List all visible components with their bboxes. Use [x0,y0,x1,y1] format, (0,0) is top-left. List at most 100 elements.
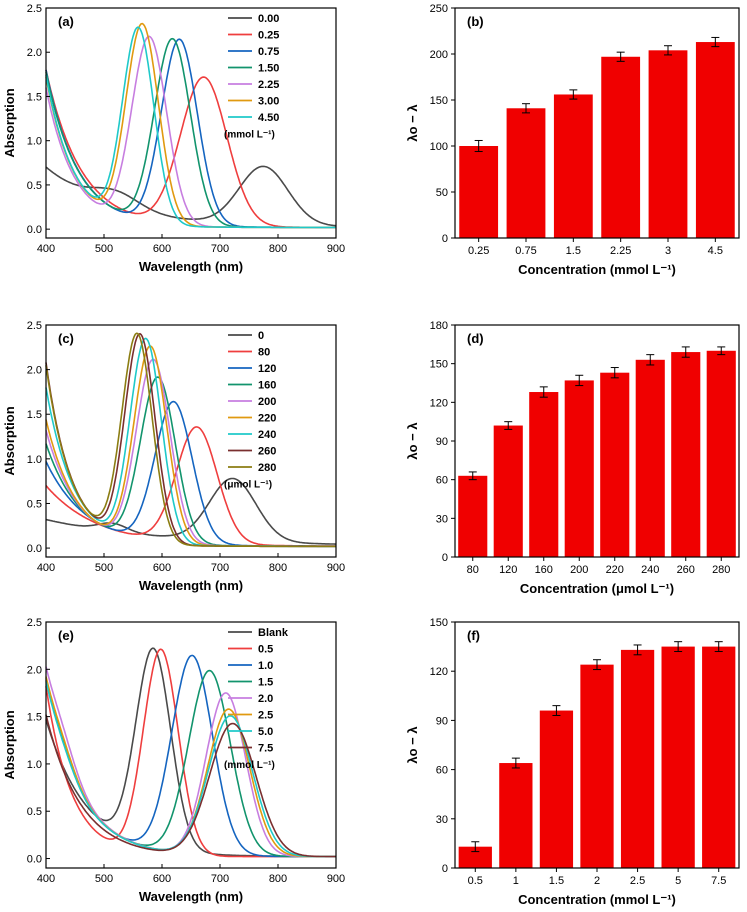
x-tick-label: 700 [211,243,229,255]
bar-160 [529,392,559,557]
x-tick-label: 500 [95,562,113,574]
y-tick-label: 0 [442,863,448,875]
y-tick-label: 0.0 [27,854,42,866]
legend-label: 7.5 [258,743,273,755]
bar-0.5 [458,846,492,868]
plot-frame [454,621,740,869]
x-tick-label: 5 [675,875,681,887]
bar-2.25 [601,56,641,239]
x-tick-label: 1.5 [566,245,581,257]
y-tick-label: 1.0 [27,454,42,466]
legend-unit: (μmol L⁻¹) [224,480,272,491]
legend-label: 1.5 [258,677,273,689]
panel-label: (a) [58,14,74,29]
y-tick-label: 50 [436,187,448,199]
legend-label: 5.0 [258,726,273,738]
legend-label: 0.25 [258,30,279,42]
panel-label: (e) [58,628,74,643]
bar-2.5 [620,649,655,868]
bar-panel-3: 80 120 160 200 220 240 260 280 0 30 60 90 120 150 180 C… [405,320,740,596]
y-tick-label: 2.5 [27,617,42,629]
panel-label: (b) [467,14,484,29]
plot-frame [45,7,337,239]
x-axis-title: Concentration (mmol L⁻¹) [518,262,676,277]
legend-unit: (mmol L⁻¹) [224,760,275,771]
legend-label: 200 [258,396,276,408]
x-tick-label: 80 [467,564,479,576]
spectrum-panel-0: 400 500 600 700 800 900 0.0 0.5 1.0 1.5 2.0 2.5 Wave… [2,3,345,274]
bar-panel-1: 0.25 0.75 1.5 2.25 3 4.5 0 50 100 150 200 250 Concen… [405,3,740,277]
spectrum-panel-2: 400 500 600 700 800 9000.00.51.01.52.02.5Wave… [2,320,345,593]
bar-0.25 [459,146,499,238]
x-tick-label: 900 [327,873,345,885]
x-tick-label: 1.5 [549,875,564,887]
bar-1.5 [539,710,574,868]
y-tick-label: 2.5 [27,3,42,15]
y-tick-label: 1.5 [27,409,42,421]
y-tick-label: 0.5 [27,806,42,818]
bar-4.5 [695,42,735,238]
x-tick-label: 700 [211,873,229,885]
y-axis-title: Absorption [2,710,17,779]
panel-label: (c) [58,331,74,346]
plot-frame [45,324,337,558]
x-tick-label: 0.5 [468,875,483,887]
y-tick-label: 0 [442,552,448,564]
legend-label: 260 [258,446,276,458]
series-line-260 [45,332,336,548]
legend-label: 2.0 [258,693,273,705]
x-tick-label: 2.5 [630,875,645,887]
bar-200 [564,380,594,557]
legend-label: 3.00 [258,96,279,108]
y-tick-label: 0.0 [27,224,42,236]
y-tick-label: 2.0 [27,664,42,676]
y-axis-title: λo − λ [405,104,420,142]
y-tick-label: 2.5 [27,320,42,332]
bar-80 [458,475,488,557]
legend-label: 2.25 [258,79,279,91]
y-tick-label: 0.5 [27,180,42,192]
y-tick-label: 1.5 [27,91,42,103]
series-line-5.0 [45,681,336,858]
bar-5 [661,646,695,868]
y-tick-label: 150 [430,95,448,107]
x-tick-label: 800 [269,873,287,885]
y-tick-label: 120 [430,666,448,678]
y-axis-title: Absorption [2,88,17,157]
x-tick-label: 800 [269,562,287,574]
y-tick-label: 150 [430,359,448,371]
bar-3 [648,50,688,238]
panel-label: (d) [467,331,484,346]
x-tick-label: 120 [499,564,517,576]
series-line-0.25 [45,69,336,229]
bar-1 [499,763,533,868]
bar-240 [635,359,665,557]
x-tick-label: 700 [211,562,229,574]
y-tick-label: 0 [442,233,448,245]
series-line-2.0 [45,666,336,858]
y-axis-title: Absorption [2,406,17,475]
bar-280 [706,350,736,557]
legend-label: 1.50 [258,63,279,75]
legend-label: 2.5 [258,710,273,722]
y-tick-label: 60 [436,765,448,777]
series-line-0.75 [45,38,336,229]
legend-label: 4.50 [258,112,279,124]
x-tick-label: 400 [37,873,55,885]
x-tick-label: 900 [327,243,345,255]
legend-unit: (mmol L⁻¹) [224,130,275,141]
bar-120 [493,425,523,557]
y-tick-label: 1.0 [27,136,42,148]
y-tick-label: 150 [430,617,448,629]
x-tick-label: 500 [95,243,113,255]
x-tick-label: 200 [570,564,588,576]
x-axis-title: Concentration (mmol L⁻¹) [518,892,676,907]
x-tick-label: 2.25 [610,245,631,257]
legend-label: 120 [258,363,276,375]
x-tick-label: 0.25 [468,245,489,257]
x-axis-title: Wavelength (nm) [139,889,243,904]
series-line-0 [45,477,336,545]
x-tick-label: 500 [95,873,113,885]
x-tick-label: 220 [606,564,624,576]
